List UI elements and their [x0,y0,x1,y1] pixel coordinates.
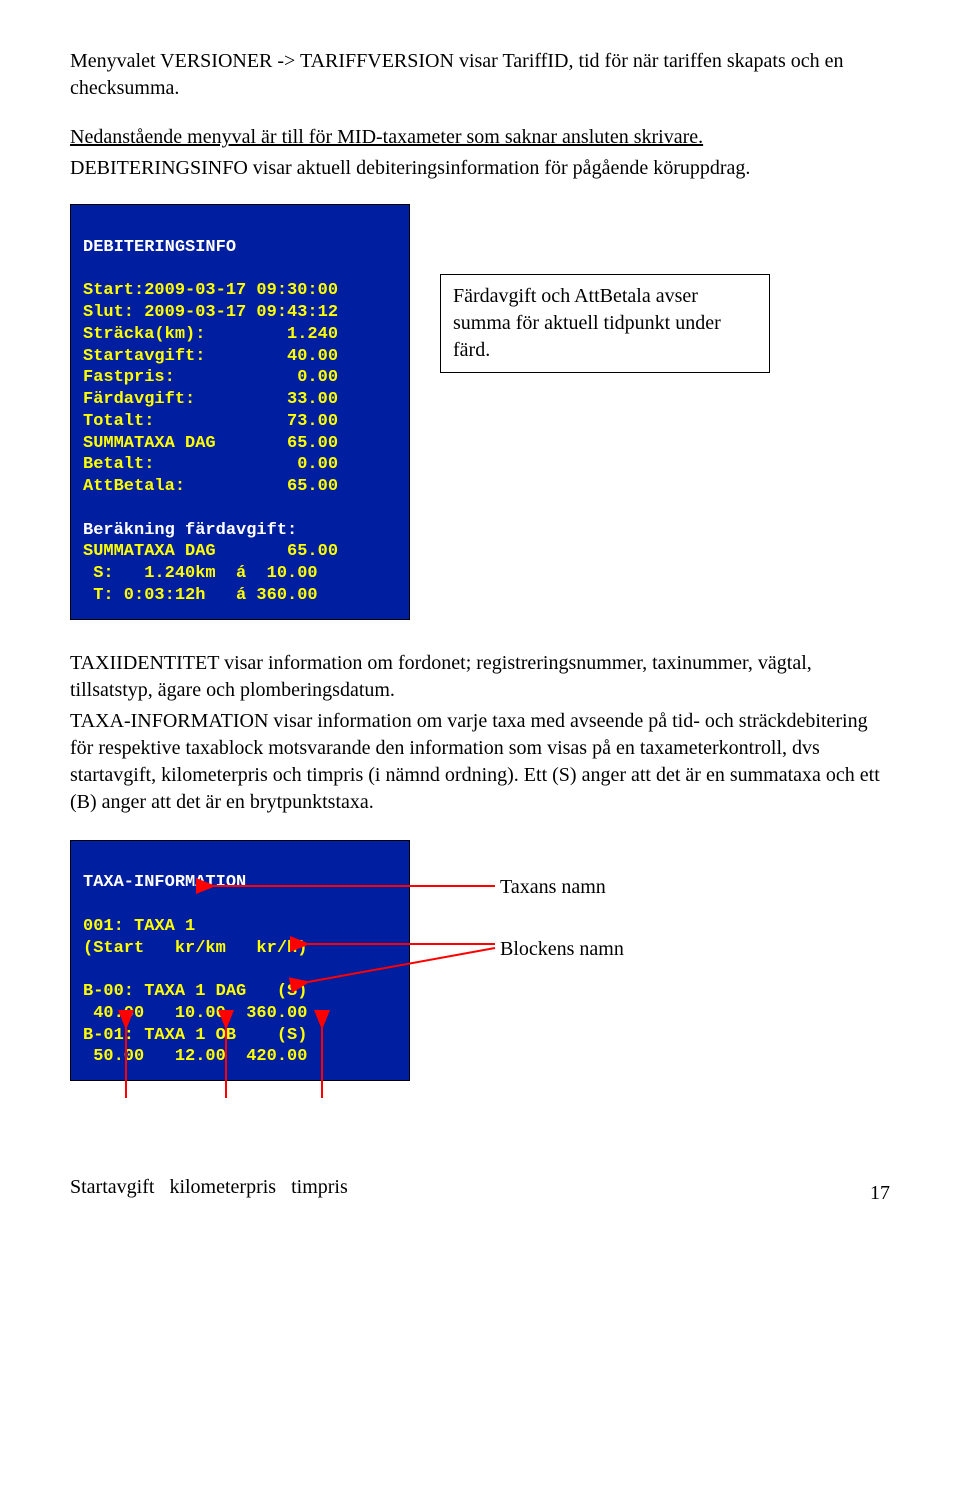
debit-line-summataxa: SUMMATAXA DAG 65.00 [83,434,338,453]
debit-calc-t: T: 0:03:12h á 360.00 [83,586,318,605]
taxa-block-wrapper: TAXA-INFORMATION 001: TAXA 1 (Start kr/k… [70,840,890,1140]
label-taxans-namn: Taxans namn [500,874,606,901]
debit-line-fardavgift: Färdavgift: 33.00 [83,390,338,409]
paragraph-debiteringsinfo: DEBITERINGSINFO visar aktuell debitering… [70,155,890,182]
debit-line-fastpris: Fastpris: 0.00 [83,368,338,387]
debit-line-betalt: Betalt: 0.00 [83,455,338,474]
debit-calc-summataxa: SUMMATAXA DAG 65.00 [83,542,338,561]
debit-block-row: DEBITERINGSINFO Start:2009-03-17 09:30:0… [70,204,890,620]
taxa-line-b01: B-01: TAXA 1 OB (S) [83,1026,307,1045]
taxa-line-b01-values: 50.00 12.00 420.00 [83,1047,307,1066]
label-blockens-namn: Blockens namn [500,936,624,963]
taxa-line-b00-values: 40.00 10.00 360.00 [83,1004,307,1023]
debit-line-stracka: Sträcka(km): 1.240 [83,325,338,344]
paragraph-versions: Menyvalet VERSIONER -> TARIFFVERSION vis… [70,48,890,102]
debit-line-totalt: Totalt: 73.00 [83,412,338,431]
debit-title: DEBITERINGSINFO [83,238,236,257]
paragraph-mid-taxameter: Nedanstående menyval är till för MID-tax… [70,124,890,151]
label-startavgift: Startavgift [70,1174,154,1201]
taxa-line-001: 001: TAXA 1 [83,917,195,936]
debit-calc-s: S: 1.240km á 10.00 [83,564,318,583]
taxa-line-b00: B-00: TAXA 1 DAG (S) [83,982,307,1001]
label-timpris: timpris [291,1174,348,1201]
paragraph-taxiidentitet: TAXIIDENTITET visar information om fordo… [70,650,890,704]
debit-line-attbetala: AttBetala: 65.00 [83,477,338,496]
label-kilometerpris: kilometerpris [169,1174,276,1201]
sidebox-fardavgift-note: Färdavgift och AttBetala avser summa för… [440,274,770,373]
taxa-information-panel: TAXA-INFORMATION 001: TAXA 1 (Start kr/k… [70,840,410,1082]
debit-calc-title: Beräkning färdavgift: [83,521,297,540]
taxa-line-header: (Start kr/km kr/h) [83,939,307,958]
taxa-title: TAXA-INFORMATION [83,873,246,892]
paragraph-taxa-information: TAXA-INFORMATION visar information om va… [70,708,890,816]
debiteringsinfo-panel: DEBITERINGSINFO Start:2009-03-17 09:30:0… [70,204,410,620]
debit-line-slut: Slut: 2009-03-17 09:43:12 [83,303,338,322]
debit-line-startavgift: Startavgift: 40.00 [83,347,338,366]
debit-line-start: Start:2009-03-17 09:30:00 [83,281,338,300]
